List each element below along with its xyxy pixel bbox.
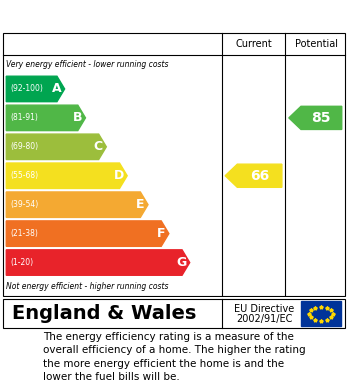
Polygon shape <box>6 221 169 246</box>
Bar <box>301 301 341 326</box>
Polygon shape <box>6 250 190 275</box>
Bar <box>3 299 345 328</box>
Text: Potential: Potential <box>295 39 338 49</box>
Text: Energy Efficiency Rating: Energy Efficiency Rating <box>63 9 285 23</box>
Text: England & Wales: England & Wales <box>12 304 197 323</box>
Text: (1-20): (1-20) <box>10 258 33 267</box>
Text: (55-68): (55-68) <box>10 171 39 180</box>
Text: F: F <box>157 227 165 240</box>
Text: The energy efficiency rating is a measure of the
overall efficiency of a home. T: The energy efficiency rating is a measur… <box>43 332 305 382</box>
Text: D: D <box>113 169 124 182</box>
Polygon shape <box>6 163 127 188</box>
Polygon shape <box>225 164 282 187</box>
Text: (92-100): (92-100) <box>10 84 43 93</box>
Text: 66: 66 <box>250 169 269 183</box>
Polygon shape <box>6 134 106 160</box>
Text: C: C <box>94 140 103 153</box>
Text: E: E <box>136 198 144 211</box>
Text: G: G <box>176 256 186 269</box>
Text: 2002/91/EC: 2002/91/EC <box>236 314 293 324</box>
Text: (39-54): (39-54) <box>10 200 39 209</box>
Polygon shape <box>289 106 342 129</box>
Polygon shape <box>6 76 65 102</box>
Text: B: B <box>72 111 82 124</box>
Text: Not energy efficient - higher running costs: Not energy efficient - higher running co… <box>6 282 169 291</box>
Text: (81-91): (81-91) <box>10 113 38 122</box>
Polygon shape <box>6 192 148 217</box>
Text: Very energy efficient - lower running costs: Very energy efficient - lower running co… <box>6 61 169 70</box>
Text: EU Directive: EU Directive <box>234 305 295 314</box>
Text: A: A <box>52 83 61 95</box>
Text: 85: 85 <box>311 111 331 125</box>
Text: (69-80): (69-80) <box>10 142 39 151</box>
Text: (21-38): (21-38) <box>10 229 38 238</box>
Text: Current: Current <box>235 39 272 49</box>
Polygon shape <box>6 105 86 131</box>
